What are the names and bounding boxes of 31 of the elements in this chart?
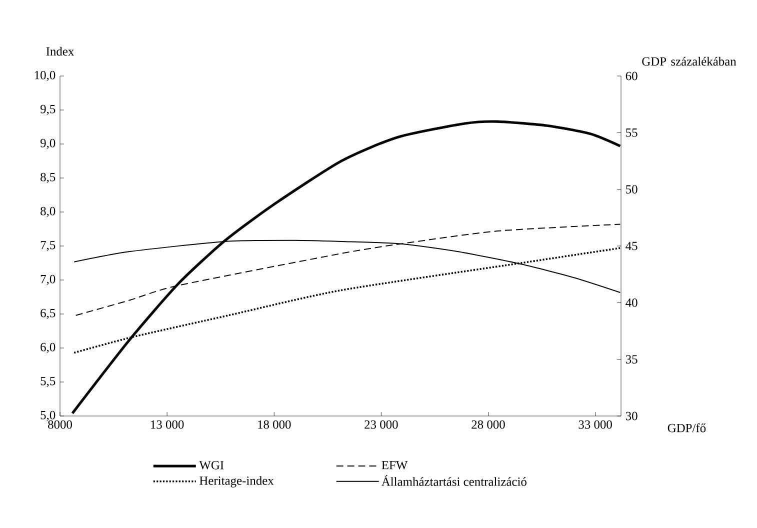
x-tick-label: 33 000 (578, 420, 612, 429)
y-tick-label: 6,5 (40, 308, 56, 320)
y-tick-label: 7,0 (40, 274, 56, 286)
y-tick-label: 8,5 (40, 172, 56, 184)
y2-tick-label: 30 (626, 412, 638, 420)
y-tick-label: 9,0 (40, 138, 56, 150)
y-tick-label: 5,5 (40, 376, 56, 388)
x-tick-label: 23 000 (364, 420, 398, 429)
y2-tick-label: 50 (626, 185, 638, 194)
x-tick-label: 8000 (48, 420, 72, 429)
y2-axis-title: GDP százalékában (642, 56, 736, 66)
x-tick-label: 13 000 (151, 420, 184, 429)
y-tick-label: 6,0 (40, 342, 56, 354)
y2-tick-label: 35 (626, 355, 638, 364)
y-tick-label: 5,0 (40, 410, 56, 422)
y-tick-label: 8,0 (40, 206, 56, 218)
y2-tick-label: 45 (626, 242, 638, 250)
y2-tick-label: 40 (626, 298, 638, 307)
x-tick-label: 18 000 (258, 420, 291, 429)
legend-label: EFW (382, 461, 408, 470)
y2-tick-label: 55 (626, 128, 638, 137)
y-tick-label: 7,5 (40, 240, 56, 252)
y-axis-title: Index (46, 46, 74, 56)
legend-label: WGI (199, 460, 224, 470)
legend-label: Államháztartási centralizáció (381, 475, 526, 486)
x-tick-label: 28 000 (472, 420, 505, 429)
legend-label: Heritage-index (200, 476, 274, 488)
y2-tick-label: 60 (626, 72, 638, 80)
x-axis-title: GDP/fő (668, 423, 706, 432)
y-tick-label: 9,5 (40, 104, 56, 116)
y-tick-label: 10,0 (34, 70, 56, 82)
